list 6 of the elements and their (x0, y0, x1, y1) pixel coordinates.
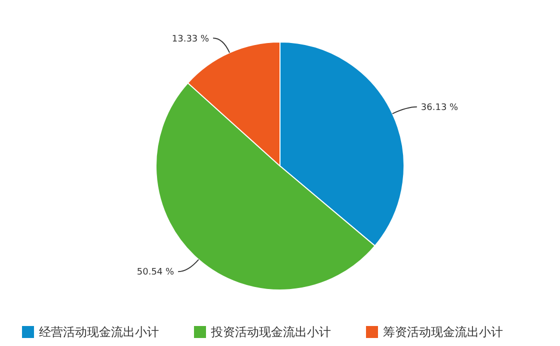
data-label: 50.54 % (136, 268, 175, 278)
legend-label: 经营活动现金流出小计 (39, 325, 159, 340)
data-label: 36.13 % (420, 103, 459, 114)
legend-label: 投资活动现金流出小计 (210, 325, 331, 340)
data-label: 13.33 % (172, 34, 210, 44)
legend-label: 筹资活动现金流出小计 (383, 325, 503, 340)
